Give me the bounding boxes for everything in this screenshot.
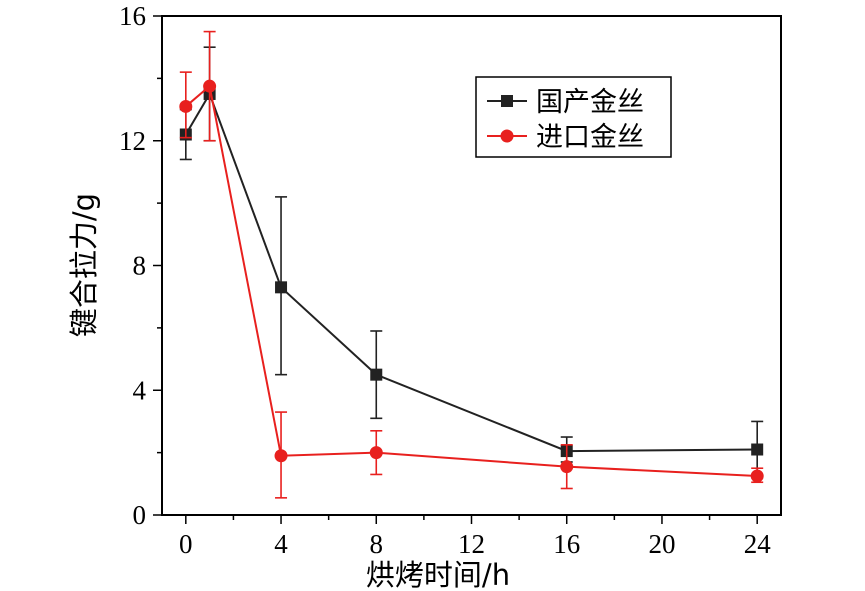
legend-marker-imported	[500, 129, 514, 143]
data-point	[275, 281, 288, 294]
series-1	[179, 46, 764, 479]
y-tick-label: 0	[133, 500, 147, 530]
legend-label-imported: 进口金丝	[536, 122, 644, 153]
data-point	[179, 99, 193, 113]
x-tick-label: 12	[458, 529, 485, 559]
series-line	[184, 91, 758, 453]
y-tick-label: 16	[119, 1, 146, 31]
data-point	[274, 449, 288, 463]
series-layer	[179, 30, 764, 499]
data-point	[203, 79, 217, 93]
x-tick-label: 4	[274, 529, 288, 559]
x-tick-label: 20	[648, 529, 675, 559]
x-tick-label: 24	[744, 529, 772, 559]
y-tick-label: 12	[119, 126, 146, 156]
y-axis-title: 键合拉力/g	[67, 193, 101, 337]
plot-frame	[161, 15, 782, 516]
data-point	[370, 368, 383, 381]
y-tick-label: 8	[133, 251, 147, 281]
data-point	[560, 460, 574, 474]
tick-labels: 0 4 8 12 16 20 24 0 4 8 12 16	[119, 1, 771, 559]
x-tick-label: 8	[370, 529, 384, 559]
legend-label-domestic: 国产金丝	[536, 87, 644, 118]
x-tick-label: 0	[179, 529, 193, 559]
x-tick-label: 16	[553, 529, 580, 559]
legend-box	[475, 76, 672, 158]
data-point	[369, 446, 383, 460]
data-point	[750, 469, 764, 483]
data-point	[751, 443, 764, 456]
x-axis-title: 烘烤时间/h	[366, 558, 510, 591]
legend: 国产金丝 进口金丝	[475, 76, 672, 158]
y-tick-label: 4	[133, 375, 147, 405]
legend-marker-domestic	[501, 95, 513, 107]
series-2	[179, 30, 764, 499]
